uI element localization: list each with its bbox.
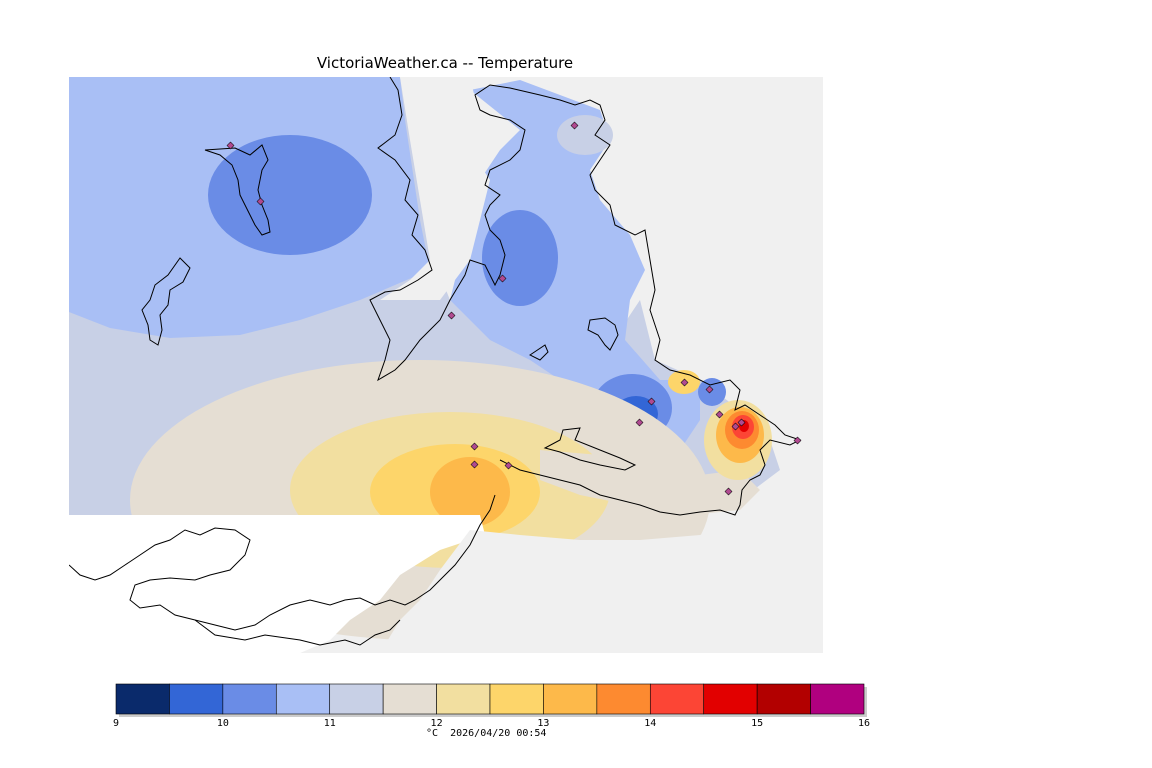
legend-tick-label: 10 <box>217 718 229 729</box>
southern-shore-land <box>380 515 823 653</box>
contour-11-12-northeast-cap <box>557 115 613 155</box>
station-marker[interactable] <box>226 141 235 150</box>
station-marker[interactable] <box>680 378 689 387</box>
legend-bin <box>703 683 758 715</box>
legend-bin <box>489 683 544 715</box>
timestamp: 2026/04/20 00:54 <box>450 728 547 739</box>
contour-12-13-south <box>540 450 760 515</box>
station-marker[interactable] <box>724 487 733 496</box>
station-marker[interactable] <box>498 274 507 283</box>
legend-bin <box>382 683 437 715</box>
legend-bin <box>596 683 651 715</box>
legend-tick-label: 12 <box>431 718 443 729</box>
legend-bin <box>756 683 811 715</box>
legend-bin <box>543 683 598 715</box>
station-marker[interactable] <box>470 442 479 451</box>
contour-10-11-cell-nw <box>208 135 372 255</box>
map-title: VictoriaWeather.ca -- Temperature <box>316 54 574 72</box>
station-marker[interactable] <box>256 197 265 206</box>
legend-bin <box>169 683 224 715</box>
station-marker[interactable] <box>647 397 656 406</box>
legend-footer: °C 2026/04/20 00:54 <box>426 728 546 739</box>
contour-10-11-cell-center <box>482 210 558 306</box>
legend-tick-label: 11 <box>324 718 336 729</box>
legend-bin <box>436 683 491 715</box>
station-marker[interactable] <box>570 121 579 130</box>
mainland-south-blank <box>69 515 485 653</box>
station-marker[interactable] <box>705 385 714 394</box>
unit-label: °C <box>426 728 439 739</box>
contour-10-small-east <box>698 378 726 406</box>
legend-tick-label: 9 <box>113 718 119 729</box>
legend-bin <box>115 683 170 715</box>
legend-ticks: 9 10 11 12 13 14 15 16 <box>113 718 870 729</box>
station-marker[interactable] <box>470 460 479 469</box>
legend-tick-label: 15 <box>751 718 763 729</box>
legend-tick-label: 16 <box>858 718 870 729</box>
station-marker[interactable] <box>737 418 746 427</box>
legend-tick-label: 13 <box>537 718 549 729</box>
station-marker[interactable] <box>731 422 740 431</box>
station-marker[interactable] <box>793 436 802 445</box>
coastlines <box>69 77 802 646</box>
legend-tick-label: 14 <box>644 718 656 729</box>
legend-bin <box>810 683 865 715</box>
legend-bin <box>649 683 705 715</box>
legend-bins <box>115 683 867 717</box>
station-marker[interactable] <box>504 461 513 470</box>
station-marker[interactable] <box>447 311 456 320</box>
mainland-north <box>380 77 490 300</box>
legend-bin <box>329 683 384 715</box>
station-marker[interactable] <box>715 410 724 419</box>
legend-bin <box>275 683 331 715</box>
legend-bin <box>222 683 277 715</box>
station-markers <box>226 121 802 496</box>
station-marker[interactable] <box>635 418 644 427</box>
contour-10-11-peninsula <box>450 80 700 460</box>
